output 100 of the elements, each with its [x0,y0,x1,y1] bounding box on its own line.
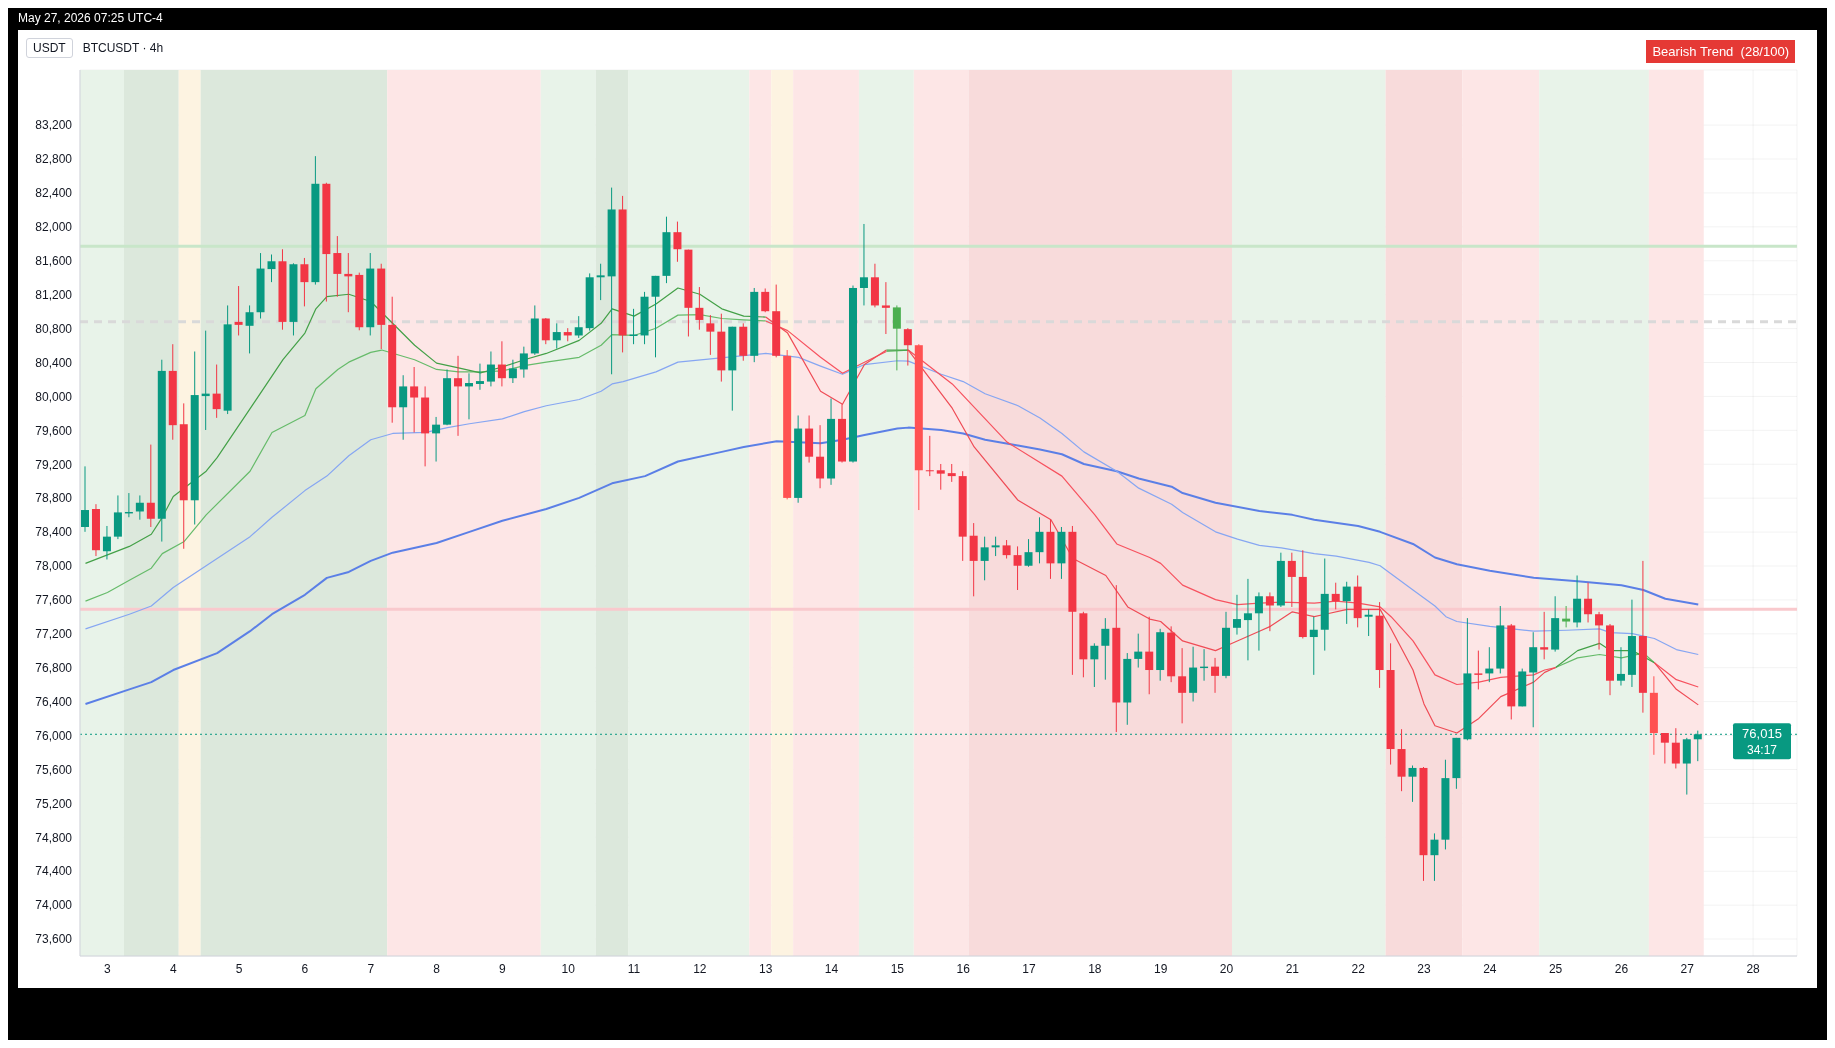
y-tick-label: 78,800 [35,491,73,506]
candlestick [267,253,276,283]
candlestick [519,346,528,379]
y-tick-label: 82,400 [35,186,73,201]
candlestick [1309,616,1318,676]
candlestick [432,416,441,463]
candlestick [1342,581,1351,625]
candlestick [1616,646,1625,687]
candlestick [1331,582,1340,610]
x-tick-label: 15 [890,961,905,976]
y-tick-label: 73,600 [35,932,73,947]
y-tick-label: 81,200 [35,287,73,302]
y-tick-label: 75,600 [35,762,73,777]
candlestick [903,327,912,367]
candlestick [475,363,484,391]
candlestick [1408,764,1417,803]
candlestick [486,350,495,387]
candlestick [816,424,825,489]
candlestick [1671,727,1680,769]
candlestick [399,374,408,441]
candlestick [859,223,868,306]
y-tick-label: 77,600 [35,593,73,608]
y-tick-label: 83,200 [35,118,73,133]
candlestick [991,536,1000,557]
x-tick-label: 9 [499,961,507,976]
candlestick [1024,538,1033,568]
candlestick [212,364,221,419]
candlestick [1134,633,1143,669]
y-tick-label: 74,800 [35,830,73,845]
x-tick-label: 16 [956,961,971,976]
candlestick [541,317,550,345]
candlestick [300,257,309,307]
candlestick [135,494,144,521]
y-tick-label: 80,400 [35,355,73,370]
candlestick [497,340,506,387]
x-tick-label: 24 [1483,961,1497,976]
candlestick [102,525,111,560]
candlestick [1287,552,1296,608]
candlestick [454,355,463,437]
x-tick-label: 26 [1614,961,1629,976]
candlestick [552,322,561,350]
candlestick [892,304,901,371]
x-tick-label: 4 [169,961,177,976]
candlestick [81,465,89,533]
x-tick-label: 6 [301,961,309,976]
text: Bearish Trend (28/100) [1646,40,1795,63]
line-series [84,426,1700,705]
candlestick [146,444,155,528]
candlestick [1660,732,1669,765]
y-tick-label: 80,000 [35,389,73,404]
candlestick [508,359,517,384]
candlestick [1562,605,1571,628]
x-tick-label: 19 [1153,961,1168,976]
x-tick-label: 10 [561,961,576,976]
candlestick [881,281,890,335]
x-tick-label: 23 [1417,961,1431,976]
y-tick-label: 79,200 [35,457,73,472]
x-tick-label: 13 [759,961,773,976]
x-tick-label: 21 [1285,961,1300,976]
candlestick [245,304,254,354]
y-tick-label: 82,000 [35,220,73,235]
ref-line-label: 76,015 [1742,726,1782,742]
x-tick-label: 25 [1548,961,1563,976]
x-tick-label: 5 [235,961,243,976]
x-tick-label: 3 [104,961,112,976]
candlestick [1430,832,1439,882]
y-tick-label: 76,800 [35,660,73,675]
candlestick [1002,539,1011,560]
candlestick [651,275,660,358]
candlestick [1035,516,1044,564]
annotation: 34:17 [1746,743,1778,758]
candlestick [596,263,605,301]
y-tick-label: 80,800 [35,321,73,336]
chart-subtitle: May 27, 2026 07:25 UTC-4 [17,10,164,27]
candlestick [1540,611,1549,660]
candlestick [1265,591,1274,632]
y-tick-label: 76,400 [35,694,73,709]
candlestick [673,221,682,263]
candlestick [1211,657,1220,694]
candlestick [695,286,704,331]
x-tick-label: 17 [1022,961,1037,976]
x-tick-label: 12 [693,961,707,976]
candlestick [1584,582,1593,623]
x-tick-label: 14 [824,961,839,976]
candlestick [1254,591,1263,652]
y-tick-label: 77,200 [35,627,73,642]
x-tick-label: 8 [433,961,441,976]
candlestick [1364,608,1373,637]
candlestick [980,536,989,581]
candlestick [1693,730,1702,762]
x-tick-label: 18 [1088,961,1102,976]
candlestick [1573,574,1582,628]
candlestick [234,285,243,336]
y-axis-title: USDT [26,38,73,58]
y-tick-label: 79,600 [35,423,73,438]
x-tick-label: 28 [1746,961,1761,976]
y-tick-label: 78,000 [35,559,73,574]
candlestick [761,287,770,313]
y-tick-label: 76,000 [35,728,73,743]
x-tick-label: 20 [1219,961,1234,976]
